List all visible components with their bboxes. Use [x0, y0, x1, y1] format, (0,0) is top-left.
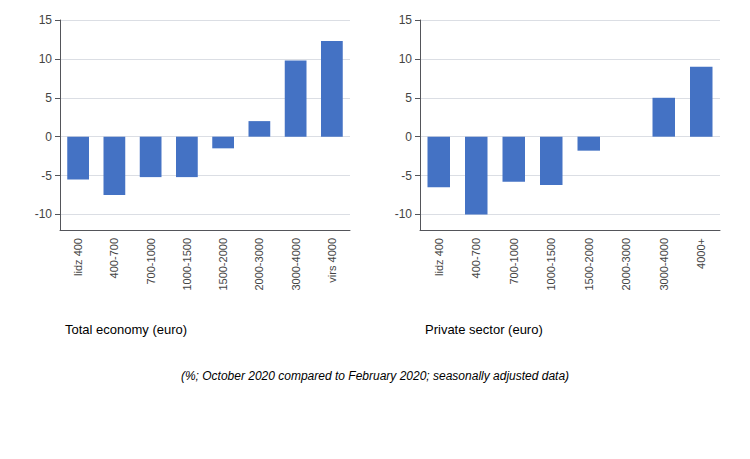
svg-text:-5: -5 — [401, 169, 412, 183]
svg-text:2000-3000: 2000-3000 — [620, 238, 632, 291]
svg-text:-10: -10 — [395, 207, 413, 221]
svg-text:2000-3000: 2000-3000 — [253, 238, 265, 291]
svg-text:Private sector (euro): Private sector (euro) — [425, 322, 543, 337]
svg-text:(%; October 2020 compared to F: (%; October 2020 compared to February 20… — [181, 369, 569, 383]
svg-text:0: 0 — [405, 130, 412, 144]
svg-text:5: 5 — [405, 91, 412, 105]
svg-text:1500-2000: 1500-2000 — [583, 238, 595, 291]
svg-text:Total economy (euro): Total economy (euro) — [65, 322, 187, 337]
svg-text:1000-1500: 1000-1500 — [181, 238, 193, 291]
svg-text:lidz 400: lidz 400 — [72, 238, 84, 276]
svg-text:5: 5 — [45, 91, 52, 105]
svg-text:0: 0 — [45, 130, 52, 144]
svg-text:lidz 400: lidz 400 — [433, 238, 445, 276]
svg-text:4000+: 4000+ — [695, 238, 707, 269]
svg-text:virs 4000: virs 4000 — [326, 238, 338, 283]
svg-text:15: 15 — [39, 13, 53, 27]
svg-text:700-1000: 700-1000 — [508, 238, 520, 285]
svg-text:-5: -5 — [41, 169, 52, 183]
svg-text:3000-4000: 3000-4000 — [658, 238, 670, 291]
svg-text:10: 10 — [399, 52, 413, 66]
svg-text:400-700: 400-700 — [108, 238, 120, 278]
svg-text:10: 10 — [39, 52, 53, 66]
svg-text:15: 15 — [399, 13, 413, 27]
svg-text:700-1000: 700-1000 — [145, 238, 157, 285]
svg-text:3000-4000: 3000-4000 — [290, 238, 302, 291]
svg-text:1500-2000: 1500-2000 — [217, 238, 229, 291]
svg-text:1000-1500: 1000-1500 — [545, 238, 557, 291]
svg-text:400-700: 400-700 — [470, 238, 482, 278]
svg-text:-10: -10 — [35, 207, 53, 221]
